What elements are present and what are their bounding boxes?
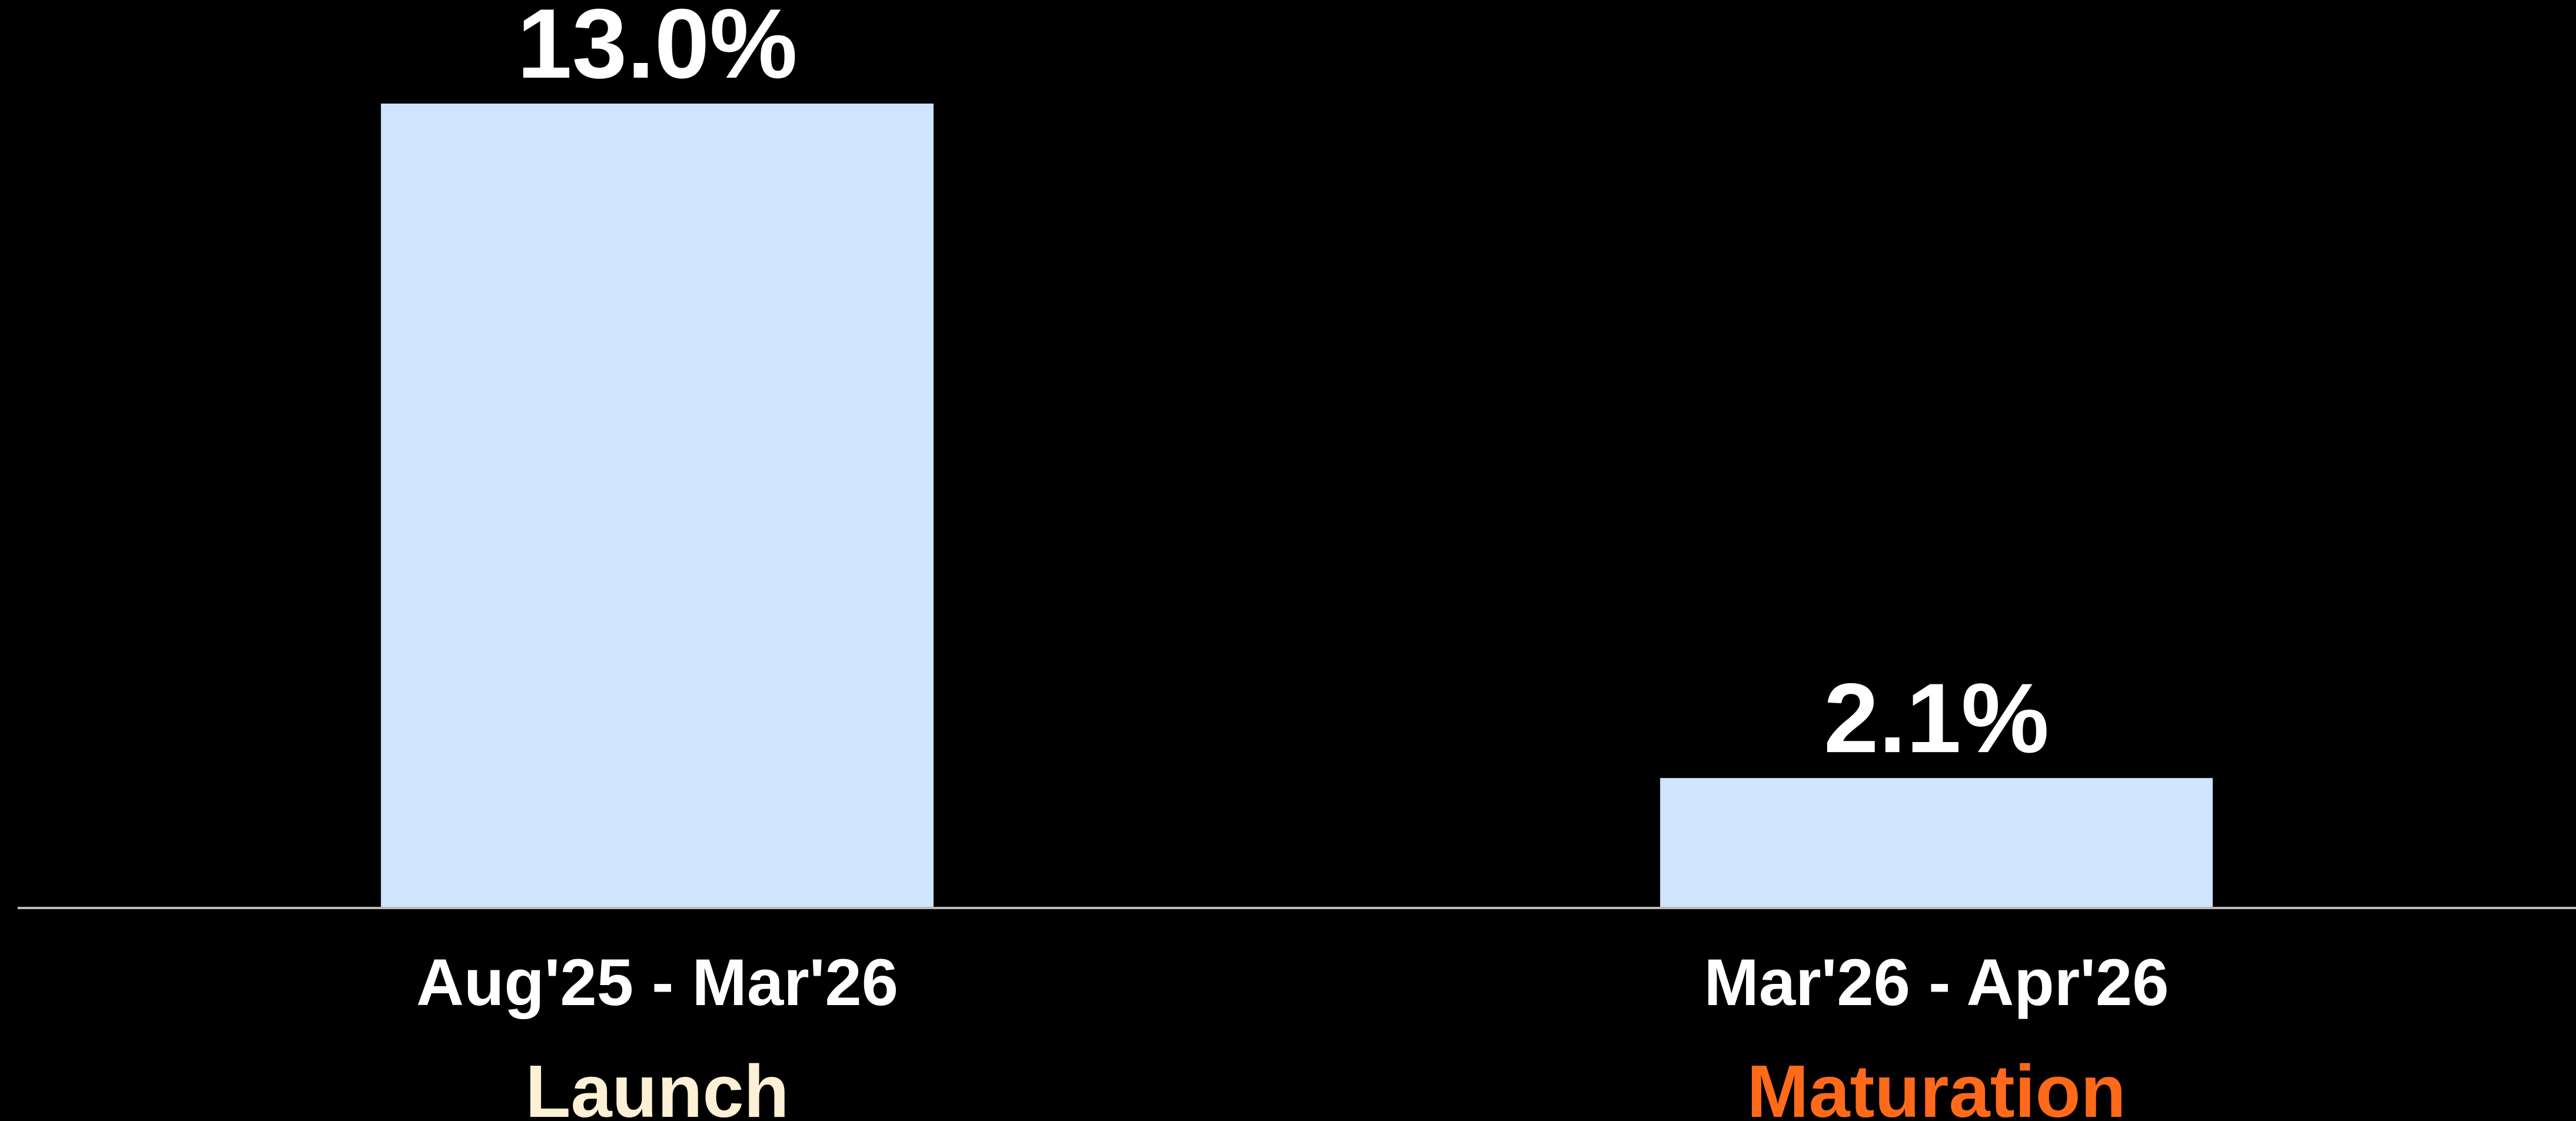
phase-label: Maturation <box>1747 1050 2126 1121</box>
x-tick-label: Mar'26 - Apr'26 <box>1704 946 2169 1019</box>
bar <box>381 104 934 908</box>
bar <box>1660 778 2213 908</box>
phase-label: Launch <box>525 1050 789 1121</box>
x-tick-label: Aug'25 - Mar'26 <box>416 946 898 1019</box>
value-label: 2.1% <box>1824 663 2049 773</box>
value-label: 13.0% <box>517 0 797 99</box>
